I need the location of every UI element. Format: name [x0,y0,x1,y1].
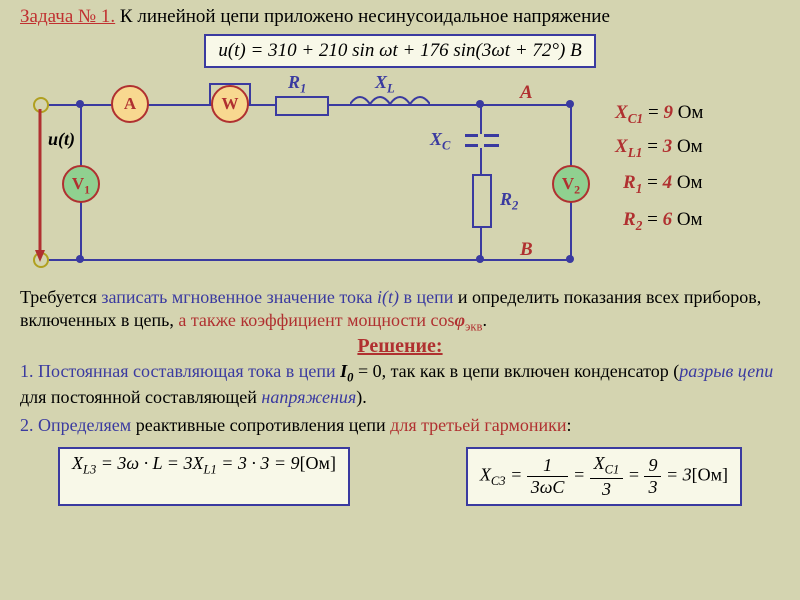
xl-label: XL [375,72,395,97]
bottom-formulas: XL3 = 3ω · L = 3XL1 = 3 · 3 = 9[Ом] XC3 … [0,439,800,514]
step1-text: 1. Постоянная составляющая тока в цепи I… [0,358,800,411]
wattmeter-loop [205,78,255,108]
voltage-arrow [32,104,48,264]
main-formula: u(t) = 310 + 210 sin ωt + 176 sin(3ωt + … [204,34,595,68]
param-r1: R1 = 4 Ом [623,172,703,197]
node-a-label: A [520,82,533,104]
param-xl1: XL1 = 3 Ом [615,136,703,161]
param-xc1: XC1 = 9 Ом [615,102,703,127]
circuit-diagram: u(t) A W V1 R1 XL XC R2 V2 A B XC1 = 9 О… [20,74,780,284]
voltmeter-1: V1 [62,165,100,203]
task-number: Задача № 1. [20,6,115,27]
resistor-r1 [275,96,329,116]
resistor-r2 [472,174,492,228]
requirement-text: Требуется записать мгновенное значение т… [0,284,800,337]
formula-xc3: XC3 = 13ωC = XC13 = 93 = 3[Ом] [466,447,742,506]
r1-label: R1 [288,72,306,97]
param-r2: R2 = 6 Ом [623,209,703,234]
main-formula-row: u(t) = 310 + 210 sin ωt + 176 sin(3ωt + … [0,32,800,70]
solution-header: Решение: [0,335,800,358]
title-line: Задача № 1. К линейной цепи приложено не… [0,0,800,32]
xc-label: XC [430,129,450,154]
u-t-label: u(t) [48,129,75,150]
r2-label: R2 [500,189,518,214]
formula-xl3: XL3 = 3ω · L = 3XL1 = 3 · 3 = 9[Ом] [58,447,350,506]
step2-text: 2. Определяем реактивные сопротивления ц… [0,412,800,439]
ammeter: A [111,85,149,123]
title-rest: К линейной цепи приложено несинусоидальн… [115,6,610,27]
node-b-label: B [520,239,533,261]
voltmeter-2: V2 [552,165,590,203]
